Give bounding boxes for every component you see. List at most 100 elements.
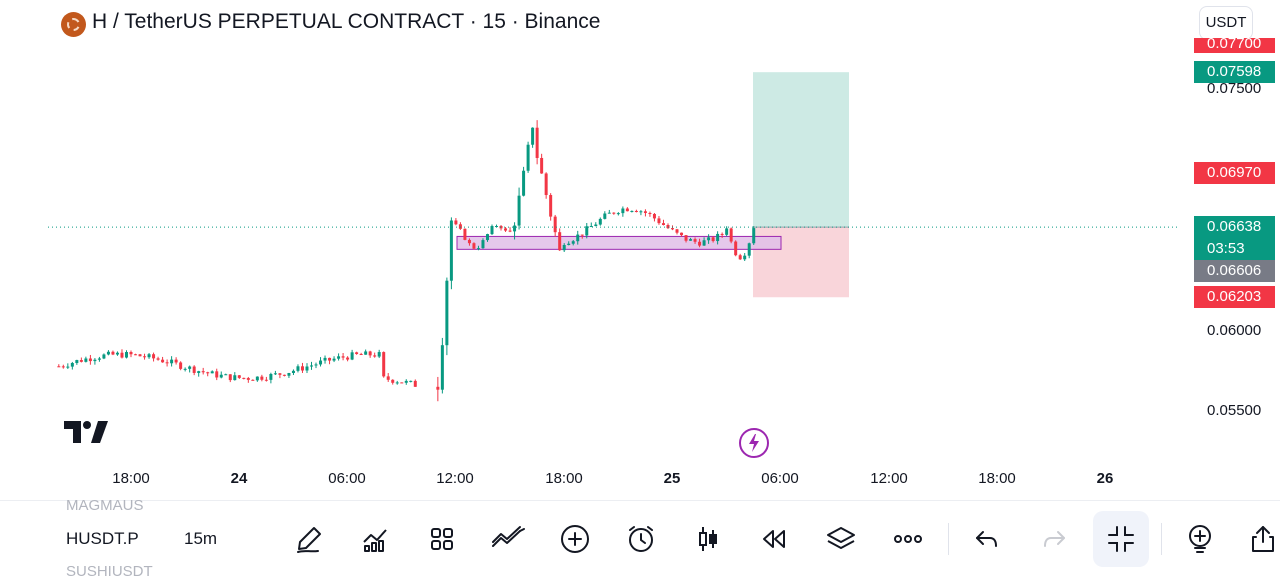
candle-body bbox=[562, 245, 566, 251]
collapse-button[interactable] bbox=[1093, 511, 1149, 567]
candle-body bbox=[621, 208, 625, 214]
candle-body bbox=[319, 360, 323, 365]
candle-body bbox=[409, 380, 413, 382]
candle-body bbox=[404, 380, 408, 383]
time-label: 12:00 bbox=[870, 470, 908, 487]
candle-body bbox=[476, 248, 480, 250]
pencil-icon[interactable] bbox=[291, 521, 327, 557]
candle-body bbox=[382, 352, 386, 377]
candle-body bbox=[129, 352, 133, 355]
price-axis[interactable]: 0.07700 0.07598 0.07500 0.06970 0.06638 … bbox=[1180, 0, 1280, 460]
undo-icon[interactable] bbox=[969, 521, 1005, 557]
chart-area[interactable] bbox=[0, 0, 1280, 500]
candle-body bbox=[201, 371, 205, 373]
indicators-icon[interactable] bbox=[357, 521, 393, 557]
candle-body bbox=[725, 228, 729, 235]
candle-body bbox=[242, 377, 246, 379]
candle-body bbox=[625, 208, 629, 212]
candle-body bbox=[526, 144, 530, 171]
candle-body bbox=[612, 212, 616, 214]
candle-body bbox=[652, 213, 656, 219]
candle-body bbox=[188, 366, 192, 369]
candle-body bbox=[124, 352, 128, 358]
last-price-tag: 0.06638 03:53 bbox=[1194, 216, 1275, 260]
candle-body bbox=[206, 372, 210, 374]
candle-body bbox=[540, 157, 544, 174]
symbol-title[interactable]: H / TetherUS PERPETUAL CONTRACT · 15 · B… bbox=[92, 10, 601, 33]
candle-body bbox=[508, 230, 512, 232]
candle-body bbox=[228, 374, 232, 381]
candle-body bbox=[373, 355, 377, 357]
stop-price-tag: 0.06203 bbox=[1194, 286, 1275, 308]
h-token-icon bbox=[61, 12, 86, 37]
candle-body bbox=[287, 373, 291, 376]
price-label: 0.06000 bbox=[1207, 322, 1262, 339]
candle-body bbox=[79, 360, 83, 362]
candle-body bbox=[219, 374, 223, 378]
candle-body bbox=[156, 358, 160, 360]
candle-body bbox=[111, 351, 115, 355]
candle-body bbox=[463, 228, 467, 240]
collapse-icon[interactable] bbox=[1103, 521, 1139, 557]
alert-clock-icon[interactable] bbox=[623, 521, 659, 557]
position-target-zone bbox=[753, 72, 849, 228]
candle-body bbox=[120, 352, 124, 358]
candle-body bbox=[305, 366, 309, 371]
candle-body bbox=[445, 280, 449, 346]
candle-body bbox=[346, 357, 350, 360]
interval-button[interactable]: 15m bbox=[184, 529, 218, 548]
candle-body bbox=[246, 378, 250, 380]
time-label: 06:00 bbox=[328, 470, 366, 487]
candle-body bbox=[490, 226, 494, 235]
redo-icon[interactable] bbox=[1036, 521, 1072, 557]
candle-body bbox=[323, 357, 327, 361]
lightning-icon[interactable] bbox=[739, 428, 769, 458]
candle-body bbox=[84, 358, 88, 362]
tradingview-logo[interactable] bbox=[64, 421, 108, 448]
candle-body bbox=[720, 233, 724, 235]
candle-body bbox=[310, 365, 313, 367]
share-icon[interactable] bbox=[1245, 521, 1280, 557]
candle-body bbox=[260, 376, 264, 380]
add-template-icon[interactable] bbox=[1182, 521, 1218, 557]
candle-body bbox=[680, 232, 684, 236]
candle-body bbox=[607, 212, 611, 214]
candle-body bbox=[513, 225, 517, 232]
apps-grid-icon[interactable] bbox=[424, 521, 460, 557]
candlestick-chart[interactable] bbox=[0, 0, 1180, 470]
candle-body bbox=[698, 241, 702, 246]
replay-icon[interactable] bbox=[756, 521, 792, 557]
candle-body bbox=[616, 213, 620, 215]
candle-body bbox=[97, 358, 101, 360]
layers-icon[interactable] bbox=[823, 521, 859, 557]
candle-body bbox=[237, 375, 241, 378]
candle-body bbox=[729, 228, 733, 242]
candle-body bbox=[364, 351, 368, 355]
candle-body bbox=[436, 386, 440, 390]
candle-body bbox=[115, 352, 119, 355]
candle-body bbox=[522, 170, 526, 196]
candle-body bbox=[269, 373, 273, 380]
more-icon[interactable] bbox=[890, 521, 926, 557]
candle-body bbox=[183, 368, 187, 370]
candle-body bbox=[278, 373, 282, 375]
candle-body bbox=[634, 210, 638, 213]
candle-body bbox=[504, 228, 508, 231]
time-axis[interactable]: 18:00 24 06:00 12:00 18:00 25 06:00 12:0… bbox=[0, 470, 1180, 494]
watchlist-ghost-above: MAGMAUS bbox=[66, 497, 144, 514]
symbol-button[interactable]: HUSDT.P bbox=[66, 529, 139, 548]
candle-body bbox=[328, 357, 332, 361]
add-icon[interactable] bbox=[557, 521, 593, 557]
candle-body bbox=[174, 359, 178, 363]
candles-icon[interactable] bbox=[690, 521, 726, 557]
candle-body bbox=[458, 224, 462, 229]
compare-icon[interactable] bbox=[490, 521, 526, 557]
candle-body bbox=[75, 360, 79, 364]
candle-body bbox=[558, 232, 562, 251]
candle-body bbox=[711, 237, 715, 242]
candle-body bbox=[598, 218, 602, 225]
time-label: 24 bbox=[230, 470, 248, 487]
candle-body bbox=[449, 220, 453, 281]
candle-body bbox=[233, 375, 237, 381]
candle-body bbox=[192, 366, 196, 373]
